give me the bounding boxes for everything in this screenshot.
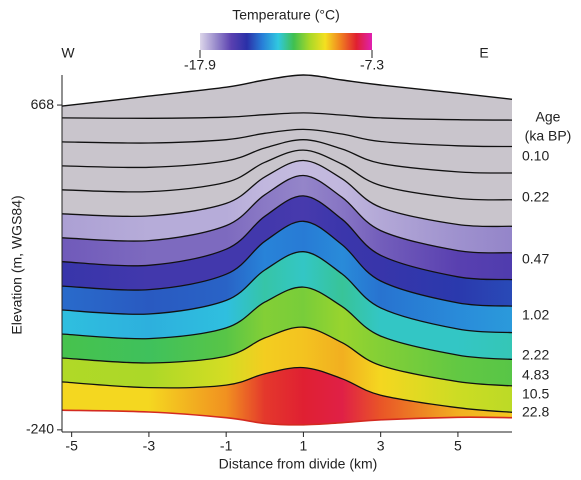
colorbar <box>200 33 372 50</box>
bed <box>61 409 513 426</box>
y-tick-label: -240 <box>26 421 54 437</box>
isochrone <box>61 149 513 201</box>
temperature-band <box>62 139 512 200</box>
age-label: 0.47 <box>522 251 549 267</box>
x-axis-label: Distance from divide (km) <box>219 456 378 472</box>
x-tick-label: 1 <box>300 438 308 454</box>
y-tick-label: 668 <box>31 96 55 112</box>
age-label: 0.22 <box>522 189 549 205</box>
isochrone <box>61 251 513 334</box>
temperature-band <box>62 175 512 280</box>
isochrone <box>61 159 513 228</box>
temperature-band <box>62 287 512 386</box>
isochrone <box>61 128 513 148</box>
temperature-band <box>62 367 512 425</box>
isochrone <box>61 195 513 281</box>
temperature-band <box>62 160 512 253</box>
colorbar-tick-label: -7.3 <box>360 57 384 73</box>
age-label: 0.10 <box>522 148 549 164</box>
temperature-band <box>62 195 512 307</box>
x-tick-label: -5 <box>65 438 78 454</box>
isochrone <box>61 326 513 387</box>
x-tick-label: 3 <box>377 438 385 454</box>
age-label: 1.02 <box>522 307 549 323</box>
isochrone <box>61 366 513 413</box>
temperature-band <box>62 129 512 174</box>
y-axis-label: Elevation (m, WGS84) <box>9 195 25 334</box>
isochrone <box>61 220 513 307</box>
age-unit: (ka BP) <box>525 128 572 144</box>
age-label: 22.8 <box>522 404 549 420</box>
colorbar-tick-label: -17.9 <box>184 57 216 73</box>
age-label: 2.22 <box>522 347 549 363</box>
age-title: Age <box>536 109 561 125</box>
x-tick-label: 5 <box>454 438 462 454</box>
x-tick-label: -3 <box>143 438 156 454</box>
temperature-band <box>62 327 512 413</box>
temperature-band <box>62 251 512 360</box>
isochrone <box>61 139 513 174</box>
x-tick-label: -1 <box>220 438 233 454</box>
isochrone <box>61 174 513 254</box>
isochrone <box>61 286 513 361</box>
isochrone <box>61 112 513 121</box>
temperature-band <box>62 150 512 227</box>
age-label: 4.83 <box>522 367 549 383</box>
temperature-band <box>62 112 512 147</box>
temperature-band <box>62 75 512 121</box>
temperature-band <box>62 221 512 333</box>
west-label: W <box>61 45 75 61</box>
east-label: E <box>479 45 488 61</box>
age-label: 10.5 <box>522 386 549 402</box>
ice-surface <box>61 74 513 107</box>
colorbar-title: Temperature (°C) <box>232 7 340 23</box>
